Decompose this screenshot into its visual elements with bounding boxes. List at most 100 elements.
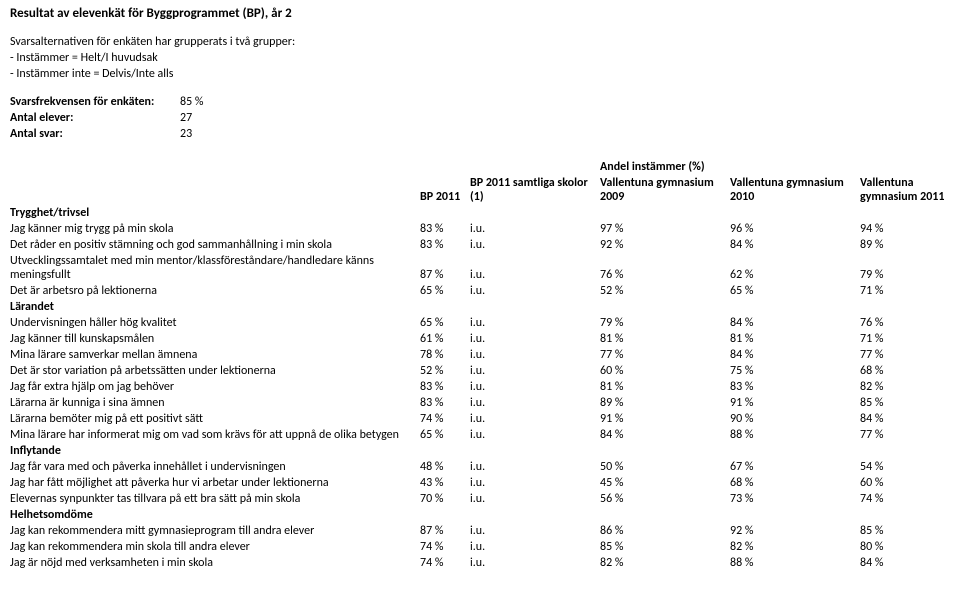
table-row: Elevernas synpunkter tas tillvara på ett… <box>10 491 959 507</box>
table-header-andel-row: Andel instämmer (%) <box>10 159 959 175</box>
table-row: Lärarna är kunniga i sina ämnen83 %i.u.8… <box>10 395 959 411</box>
table-row: Mina lärare har informerat mig om vad so… <box>10 427 959 443</box>
cell-sam: i.u. <box>470 283 600 299</box>
table-row: Jag får vara med och påverka innehållet … <box>10 459 959 475</box>
meta-row-elever: Antal elever: 27 <box>10 111 949 125</box>
table-row: Inflytande <box>10 443 959 459</box>
section-header: Trygghet/trivsel <box>10 205 959 221</box>
row-label: Jag känner till kunskapsmålen <box>10 331 420 347</box>
cell-v09: 79 % <box>600 315 730 331</box>
cell-sam: i.u. <box>470 475 600 491</box>
cell-v10: 81 % <box>730 331 860 347</box>
cell-bp: 74 % <box>420 539 470 555</box>
cell-v09: 56 % <box>600 491 730 507</box>
cell-v10: 84 % <box>730 347 860 363</box>
table-body: Trygghet/trivselJag känner mig trygg på … <box>10 205 959 571</box>
cell-v10: 84 % <box>730 315 860 331</box>
section-header: Inflytande <box>10 443 959 459</box>
cell-sam: i.u. <box>470 491 600 507</box>
cell-sam: i.u. <box>470 459 600 475</box>
table-header-row: BP 2011 BP 2011 samtliga skolor (1) Vall… <box>10 175 959 205</box>
andel-header: Andel instämmer (%) <box>600 159 730 175</box>
cell-sam: i.u. <box>470 237 600 253</box>
cell-v10: 62 % <box>730 253 860 283</box>
cell-v10: 73 % <box>730 491 860 507</box>
section-header: Lärandet <box>10 299 959 315</box>
cell-v11: 60 % <box>860 475 959 491</box>
row-label: Det är stor variation på arbetssätten un… <box>10 363 420 379</box>
cell-v09: 77 % <box>600 347 730 363</box>
cell-sam: i.u. <box>470 539 600 555</box>
cell-v11: 80 % <box>860 539 959 555</box>
cell-v11: 71 % <box>860 331 959 347</box>
col-header-sam: BP 2011 samtliga skolor (1) <box>470 175 600 205</box>
table-row: Lärandet <box>10 299 959 315</box>
cell-v11: 85 % <box>860 523 959 539</box>
cell-sam: i.u. <box>470 253 600 283</box>
cell-bp: 70 % <box>420 491 470 507</box>
cell-v11: 79 % <box>860 253 959 283</box>
cell-v10: 96 % <box>730 221 860 237</box>
row-label: Elevernas synpunkter tas tillvara på ett… <box>10 491 420 507</box>
cell-sam: i.u. <box>470 555 600 571</box>
table-row: Helhetsomdöme <box>10 507 959 523</box>
cell-v11: 85 % <box>860 395 959 411</box>
cell-v11: 94 % <box>860 221 959 237</box>
cell-v10: 65 % <box>730 283 860 299</box>
cell-v11: 76 % <box>860 315 959 331</box>
cell-v09: 81 % <box>600 331 730 347</box>
intro-line-1: Svarsalternativen för enkäten har gruppe… <box>10 35 949 49</box>
intro-line-2: - Instämmer = Helt/I huvudsak <box>10 51 949 65</box>
table-row: Jag kan rekommendera mitt gymnasieprogra… <box>10 523 959 539</box>
meta-elever-label: Antal elever: <box>10 111 180 125</box>
cell-v09: 97 % <box>600 221 730 237</box>
cell-v10: 82 % <box>730 539 860 555</box>
intro-block: Svarsalternativen för enkäten har gruppe… <box>10 35 949 81</box>
cell-sam: i.u. <box>470 411 600 427</box>
cell-v09: 45 % <box>600 475 730 491</box>
cell-sam: i.u. <box>470 331 600 347</box>
table-row: Det råder en positiv stämning och god sa… <box>10 237 959 253</box>
row-label: Jag kan rekommendera min skola till andr… <box>10 539 420 555</box>
cell-bp: 74 % <box>420 555 470 571</box>
cell-bp: 65 % <box>420 427 470 443</box>
table-row: Det är arbetsro på lektionerna65 %i.u.52… <box>10 283 959 299</box>
row-label: Jag kan rekommendera mitt gymnasieprogra… <box>10 523 420 539</box>
cell-v09: 76 % <box>600 253 730 283</box>
meta-svar-value: 23 <box>180 127 220 141</box>
cell-v09: 50 % <box>600 459 730 475</box>
results-table: Andel instämmer (%) BP 2011 BP 2011 samt… <box>10 159 959 571</box>
row-label: Mina lärare samverkar mellan ämnena <box>10 347 420 363</box>
cell-v11: 77 % <box>860 347 959 363</box>
cell-v09: 89 % <box>600 395 730 411</box>
table-row: Undervisningen håller hög kvalitet65 %i.… <box>10 315 959 331</box>
cell-v10: 91 % <box>730 395 860 411</box>
cell-v10: 90 % <box>730 411 860 427</box>
row-label: Jag känner mig trygg på min skola <box>10 221 420 237</box>
meta-freq-label: Svarsfrekvensen för enkäten: <box>10 95 180 109</box>
table-row: Jag är nöjd med verksamheten i min skola… <box>10 555 959 571</box>
cell-bp: 83 % <box>420 237 470 253</box>
meta-row-svar: Antal svar: 23 <box>10 127 949 141</box>
cell-v10: 75 % <box>730 363 860 379</box>
cell-bp: 52 % <box>420 363 470 379</box>
table-row: Trygghet/trivsel <box>10 205 959 221</box>
cell-bp: 61 % <box>420 331 470 347</box>
cell-v11: 84 % <box>860 411 959 427</box>
cell-sam: i.u. <box>470 395 600 411</box>
row-label: Det råder en positiv stämning och god sa… <box>10 237 420 253</box>
cell-bp: 83 % <box>420 221 470 237</box>
col-header-v10: Vallentuna gymnasium 2010 <box>730 175 860 205</box>
row-label: Mina lärare har informerat mig om vad so… <box>10 427 420 443</box>
section-header: Helhetsomdöme <box>10 507 959 523</box>
col-header-v11: Vallentuna gymnasium 2011 <box>860 175 959 205</box>
row-label: Jag är nöjd med verksamheten i min skola <box>10 555 420 571</box>
cell-bp: 83 % <box>420 395 470 411</box>
col-header-bp: BP 2011 <box>420 175 470 205</box>
cell-sam: i.u. <box>470 347 600 363</box>
cell-v09: 84 % <box>600 427 730 443</box>
cell-v10: 84 % <box>730 237 860 253</box>
cell-v11: 89 % <box>860 237 959 253</box>
row-label: Undervisningen håller hög kvalitet <box>10 315 420 331</box>
cell-bp: 65 % <box>420 283 470 299</box>
